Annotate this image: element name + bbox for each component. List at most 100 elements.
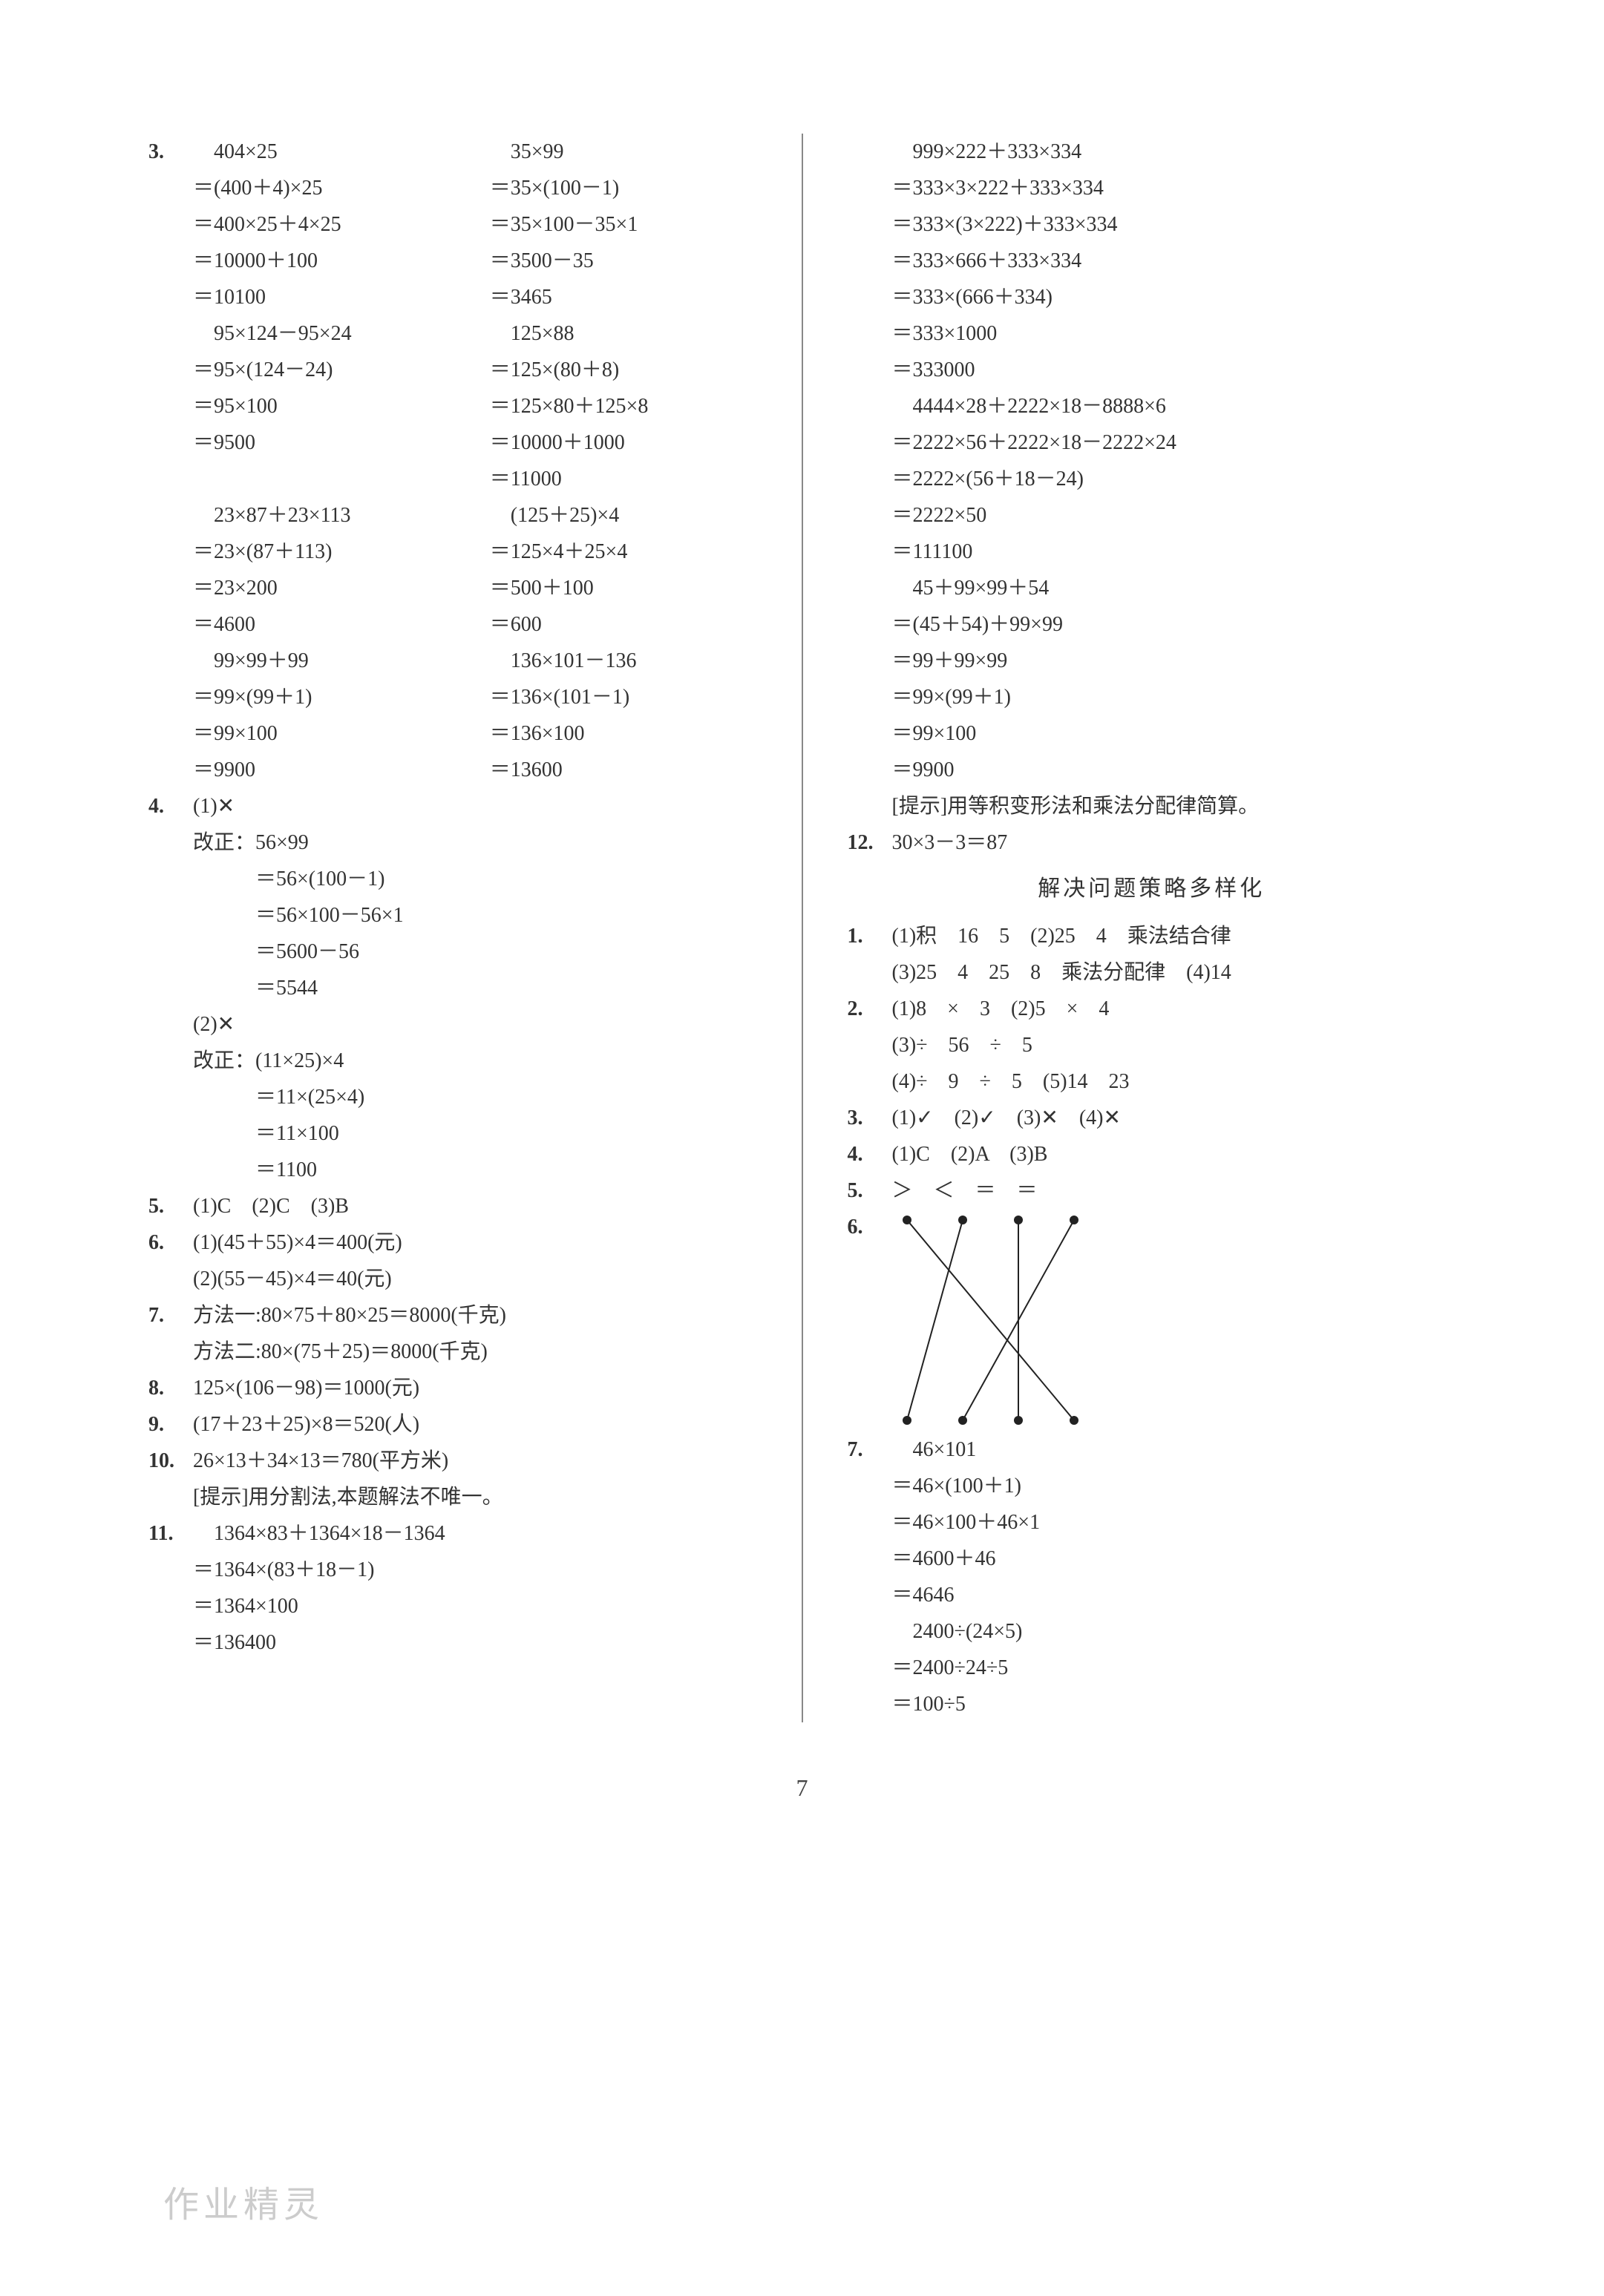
left-column: 3. 404×25＝(400＋4)×25＝400×25＋4×25＝10000＋1… xyxy=(148,134,757,1722)
calc-line: ＝(400＋4)×25 xyxy=(193,170,460,206)
q4-2-fix: 改正： (11×25)×4＝11×(25×4)＝11×100＝1100 xyxy=(193,1043,757,1188)
sq1-1: (1)积 16 5 (2)25 4 乘法结合律 xyxy=(892,918,1456,954)
sq3-number: 3. xyxy=(848,1100,892,1136)
question-4: 4. (1)✕ 改正： 56×99＝56×(100－1)＝56×100－56×1… xyxy=(148,788,757,1188)
sq2-content: (1)8 × 3 (2)5 × 4 (3)÷ 56 ÷ 5 (4)÷ 9 ÷ 5… xyxy=(892,991,1456,1100)
sq7-content: 46×101＝46×(100＋1)＝46×100＋46×1＝4600＋46＝46… xyxy=(892,1431,1456,1722)
q7-2: 方法二:80×(75＋25)＝8000(千克) xyxy=(193,1334,757,1370)
q9-content: (17＋23＋25)×8＝520(人) xyxy=(193,1406,757,1443)
matching-diagram xyxy=(892,1209,1085,1431)
q11-cont-c: 45＋99×99＋54＝(45＋54)＋99×99＝99＋99×99＝99×(9… xyxy=(848,570,1456,788)
sq2-number: 2. xyxy=(848,991,892,1027)
sq1-number: 1. xyxy=(848,918,892,954)
calc-line: 404×25 xyxy=(193,134,460,170)
calc-line: ＝2400÷24÷5 xyxy=(892,1650,1456,1686)
calc-line: ＝9900 xyxy=(193,752,460,788)
q4-2-fix-label: 改正： xyxy=(193,1043,255,1079)
calc-line: ＝46×(100＋1) xyxy=(892,1468,1456,1504)
calc-line: ＝600 xyxy=(490,606,757,643)
calc-line: ＝136×(101－1) xyxy=(490,679,757,715)
calc-line: (125＋25)×4 xyxy=(490,497,757,534)
s-question-3: 3. (1)✓ (2)✓ (3)✕ (4)✕ xyxy=(848,1100,1456,1136)
calc-line: ＝333×1000 xyxy=(892,315,1456,352)
calc-line: ＝125×4＋25×4 xyxy=(490,534,757,570)
calc-line: 46×101 xyxy=(892,1431,1456,1468)
calc-line: ＝2222×56＋2222×18－2222×24 xyxy=(892,424,1456,461)
calc-line: ＝99×100 xyxy=(892,715,1456,752)
calc-line: 2400÷(24×5) xyxy=(892,1613,1456,1650)
calc-line: ＝46×100＋46×1 xyxy=(892,1504,1456,1541)
s-question-5: 5. ＞ ＜ ＝ ＝ xyxy=(848,1172,1456,1209)
watermark: 作业精灵 xyxy=(163,2174,324,2237)
column-divider xyxy=(802,134,803,1722)
q3-pair-a: 404×25＝(400＋4)×25＝400×25＋4×25＝10000＋100＝… xyxy=(193,134,757,315)
sq4-number: 4. xyxy=(848,1136,892,1172)
calc-line: ＝5544 xyxy=(255,970,404,1006)
q4-1-fix: 改正： 56×99＝56×(100－1)＝56×100－56×1＝5600－56… xyxy=(193,824,757,1006)
calc-line: 56×99 xyxy=(255,824,404,861)
sq6-content xyxy=(892,1209,1456,1431)
calc-line: ＝333×3×222＋333×334 xyxy=(892,170,1456,206)
calc-line: ＝10000＋100 xyxy=(193,243,460,279)
question-10: 10. 26×13＋34×13＝780(平方米) [提示]用分割法,本题解法不唯… xyxy=(148,1443,757,1515)
calc-line: ＝125×(80＋8) xyxy=(490,352,757,388)
calc-line: 23×87＋23×113 xyxy=(193,497,460,534)
calc-line: ＝10000＋1000 xyxy=(490,424,757,461)
calc-line: ＝111100 xyxy=(892,534,1456,570)
q8-content: 125×(106－98)＝1000(元) xyxy=(193,1370,757,1406)
question-7: 7. 方法一:80×75＋80×25＝8000(千克) 方法二:80×(75＋2… xyxy=(148,1297,757,1370)
calc-line: ＝2222×50 xyxy=(892,497,1456,534)
q4-content: (1)✕ 改正： 56×99＝56×(100－1)＝56×100－56×1＝56… xyxy=(193,788,757,1188)
calc-line: 1364×83＋1364×18－1364 xyxy=(193,1515,757,1552)
calc-line: ＝4646 xyxy=(892,1577,1456,1613)
calc-line: 45＋99×99＋54 xyxy=(892,570,1456,606)
calc-line: ＝1100 xyxy=(255,1152,364,1188)
sq7-number: 7. xyxy=(848,1431,892,1468)
q11-hint: [提示]用等积变形法和乘法分配律简算。 xyxy=(848,788,1456,824)
sq6-number: 6. xyxy=(848,1209,892,1245)
calc-line: ＝35×(100－1) xyxy=(490,170,757,206)
calc-line: ＝99×100 xyxy=(193,715,460,752)
question-11: 11. 1364×83＋1364×18－1364＝1364×(83＋18－1)＝… xyxy=(148,1515,757,1661)
calc-line: 99×99＋99 xyxy=(193,643,460,679)
q11-cont-b: 4444×28＋2222×18－8888×6＝2222×56＋2222×18－2… xyxy=(848,388,1456,570)
calc-line: ＝11000 xyxy=(490,461,757,497)
s-question-2: 2. (1)8 × 3 (2)5 × 4 (3)÷ 56 ÷ 5 (4)÷ 9 … xyxy=(848,991,1456,1100)
calc-line: ＝5600－56 xyxy=(255,934,404,970)
question-6: 6. (1)(45＋55)×4＝400(元) (2)(55－45)×4＝40(元… xyxy=(148,1224,757,1297)
calc-line: ＝(45＋54)＋99×99 xyxy=(892,606,1456,643)
q10-1: 26×13＋34×13＝780(平方米) xyxy=(193,1443,757,1479)
calc-line: ＝11×100 xyxy=(255,1115,364,1152)
q7-1: 方法一:80×75＋80×25＝8000(千克) xyxy=(193,1297,757,1334)
question-8: 8. 125×(106－98)＝1000(元) xyxy=(148,1370,757,1406)
calc-line: ＝9900 xyxy=(892,752,1456,788)
calc-line: ＝125×80＋125×8 xyxy=(490,388,757,424)
calc-line: ＝3465 xyxy=(490,279,757,315)
calc-line: ＝136×100 xyxy=(490,715,757,752)
calc-line: ＝35×100－35×1 xyxy=(490,206,757,243)
q4-2-header: (2)✕ xyxy=(193,1006,757,1043)
right-column: 999×222＋333×334＝333×3×222＋333×334＝333×(3… xyxy=(848,134,1456,1722)
calc-line: ＝4600＋46 xyxy=(892,1541,1456,1577)
q3-pair-b: 95×124－95×24＝95×(124－24)＝95×100＝9500 125… xyxy=(193,315,757,497)
s-question-4: 4. (1)C (2)A (3)B xyxy=(848,1136,1456,1172)
q7-content: 方法一:80×75＋80×25＝8000(千克) 方法二:80×(75＋25)＝… xyxy=(193,1297,757,1370)
s-question-7: 7. 46×101＝46×(100＋1)＝46×100＋46×1＝4600＋46… xyxy=(848,1431,1456,1722)
q6-content: (1)(45＋55)×4＝400(元) (2)(55－45)×4＝40(元) xyxy=(193,1224,757,1297)
sq5-number: 5. xyxy=(848,1172,892,1209)
calc-line: ＝56×(100－1) xyxy=(255,861,404,897)
sq3-content: (1)✓ (2)✓ (3)✕ (4)✕ xyxy=(892,1100,1456,1136)
sq1-2: (3)25 4 25 8 乘法分配律 (4)14 xyxy=(892,954,1456,991)
calc-line: ＝9500 xyxy=(193,424,460,461)
calc-line: ＝333000 xyxy=(892,352,1456,388)
question-3: 3. 404×25＝(400＋4)×25＝400×25＋4×25＝10000＋1… xyxy=(148,134,757,788)
sq7-block-b: 2400÷(24×5)＝2400÷24÷5＝100÷5 xyxy=(892,1613,1456,1722)
q3-pair-c: 23×87＋23×113＝23×(87＋113)＝23×200＝4600 (12… xyxy=(193,497,757,643)
q8-number: 8. xyxy=(148,1370,193,1406)
q3-content: 404×25＝(400＋4)×25＝400×25＋4×25＝10000＋100＝… xyxy=(193,134,757,788)
sq4-content: (1)C (2)A (3)B xyxy=(892,1136,1456,1172)
calc-line: ＝333×666＋333×334 xyxy=(892,243,1456,279)
q10-hint: [提示]用分割法,本题解法不唯一。 xyxy=(193,1479,757,1515)
calc-line: 4444×28＋2222×18－8888×6 xyxy=(892,388,1456,424)
calc-line: ＝3500－35 xyxy=(490,243,757,279)
